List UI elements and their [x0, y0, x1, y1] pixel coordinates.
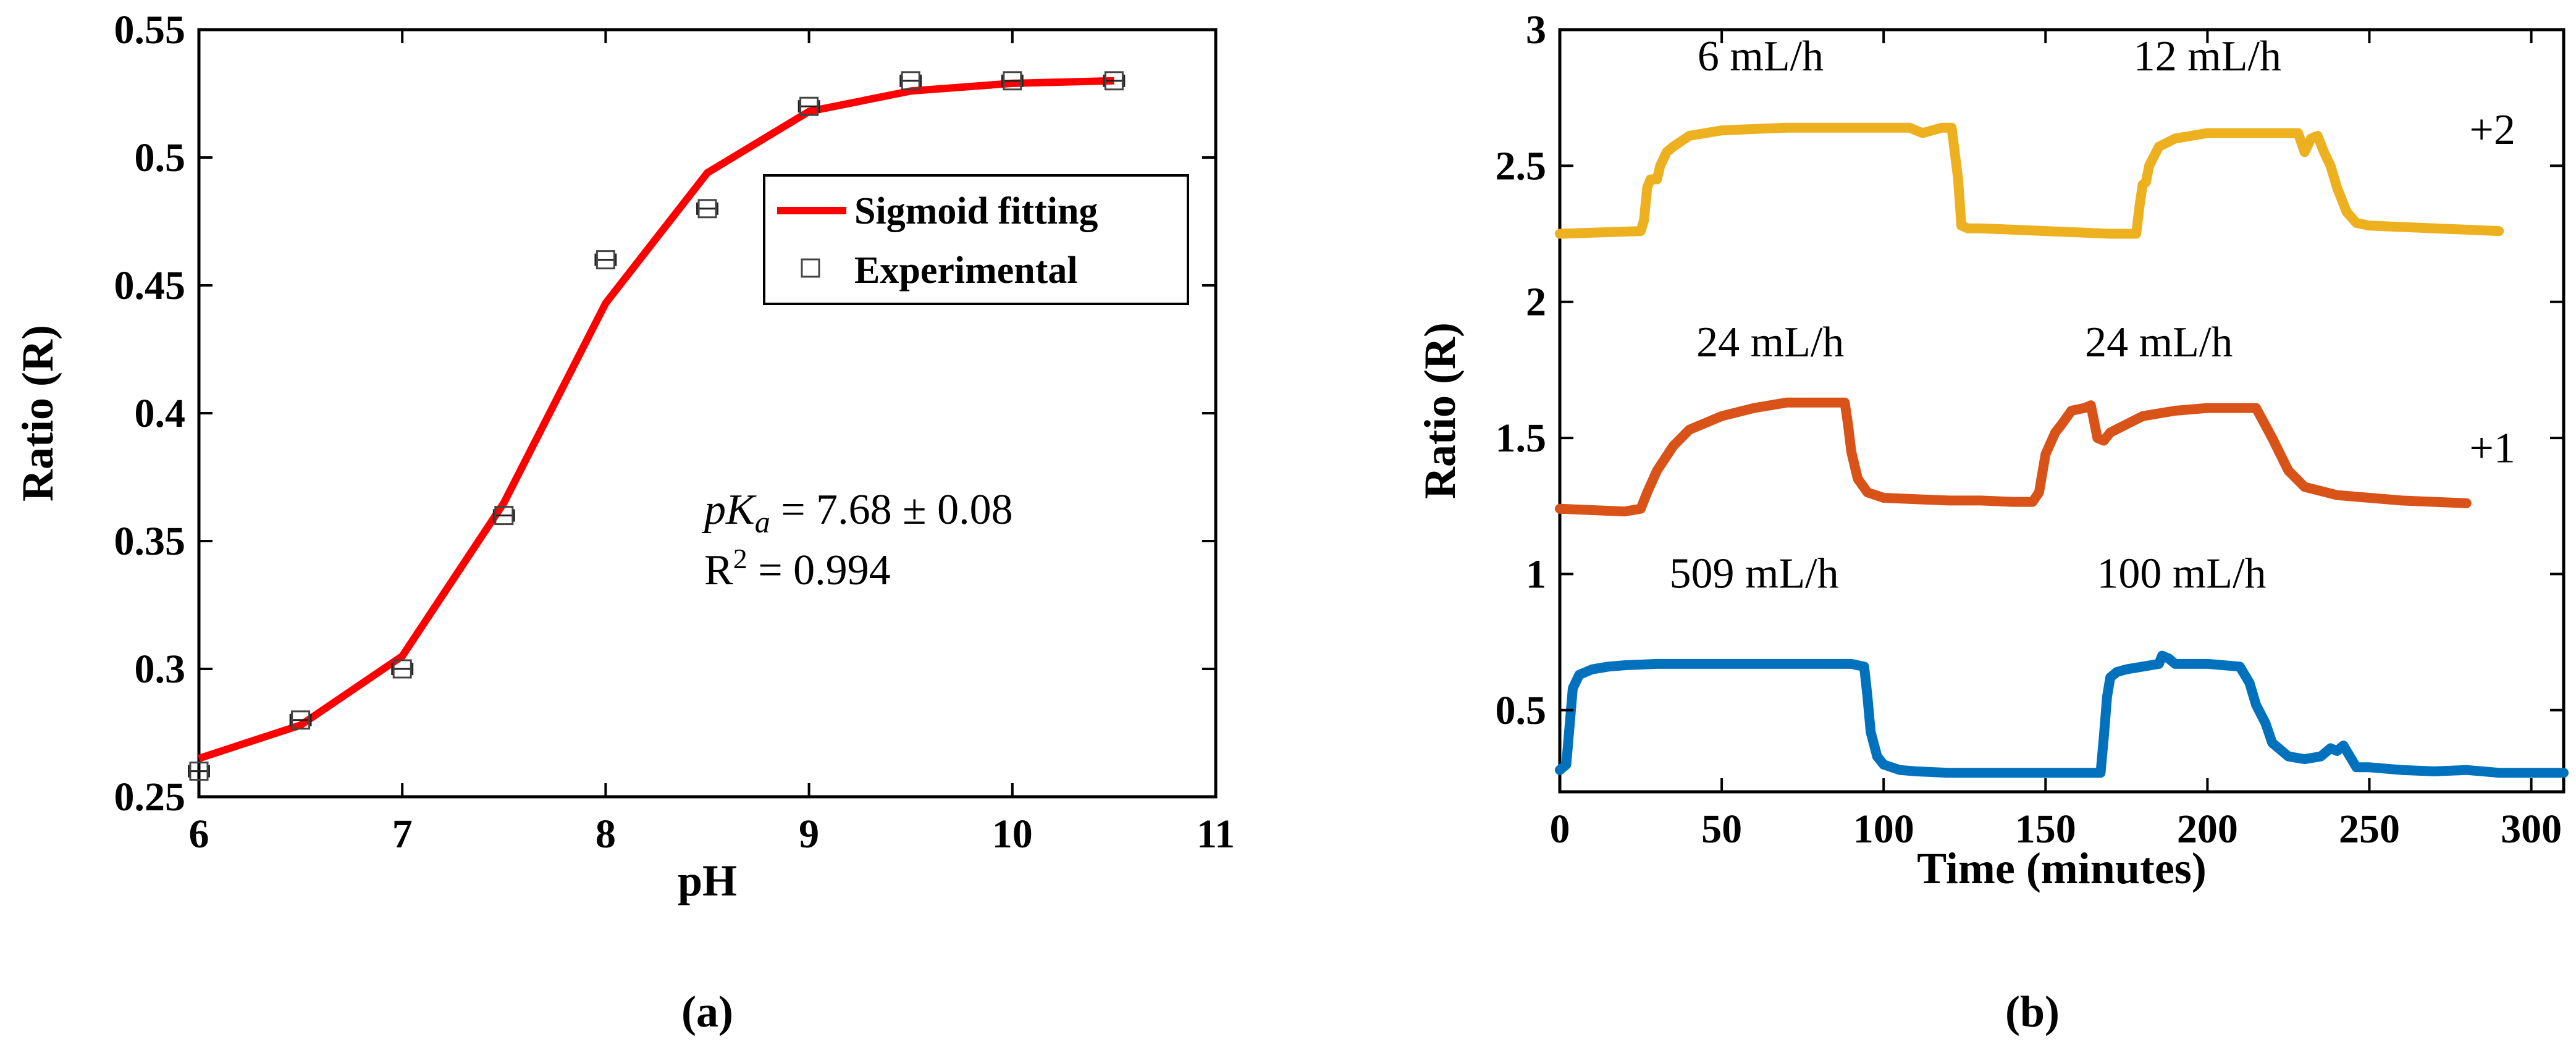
- panel-a-legend: Sigmoid fitting Experimental: [763, 174, 1189, 305]
- x-tick-label: 10: [992, 812, 1033, 857]
- legend-label-sigmoid: Sigmoid fitting: [854, 190, 1098, 232]
- sigmoid-fitting-line: [198, 77, 1114, 762]
- experimental-point: [798, 96, 820, 116]
- y-tick-label: 0.45: [114, 263, 186, 308]
- y-tick-label: 0.5: [1496, 688, 1547, 733]
- pka-subscript: a: [755, 505, 770, 539]
- y-tick-label: 1.5: [1496, 416, 1547, 461]
- experimental-point: [899, 71, 922, 91]
- pka-prefix: pK: [701, 486, 757, 534]
- x-tick-label: 8: [596, 812, 616, 857]
- series-line-plus-2: [1555, 122, 2504, 239]
- y-tick-label: 2: [1526, 280, 1546, 325]
- sigmoid-fitting-layer: [198, 77, 1114, 762]
- flow-rate-label: 12 mL/h: [2134, 33, 2281, 80]
- y-tick-label: 0.5: [135, 135, 186, 180]
- panel-b-x-axis-label: Time (minutes): [1917, 844, 2207, 893]
- panel-a-label: (a): [681, 987, 733, 1036]
- experimental-point: [289, 710, 312, 730]
- panel-b: 0 50 100 150 200 250 300 0.5 1 1.5 2 2.5 3 6 mL/h 12 …: [1415, 7, 2569, 1036]
- x-tick-label: 150: [2015, 807, 2076, 852]
- experimental-points-layer: [188, 71, 1126, 781]
- y-tick-label: 1: [1526, 552, 1546, 597]
- y-tick-label: 0.55: [114, 7, 186, 52]
- x-tick-label: 250: [2339, 807, 2400, 852]
- time-series-layer: [1555, 122, 2569, 778]
- y-tick-label: 0.3: [135, 647, 186, 692]
- offset-label: +1: [2469, 425, 2515, 472]
- x-tick-label: 7: [392, 812, 413, 857]
- experimental-point: [1103, 71, 1126, 91]
- x-tick-label: 6: [189, 812, 209, 857]
- y-tick-label: 0.25: [114, 775, 186, 820]
- x-tick-label: 100: [1853, 807, 1914, 852]
- y-tick-label: 0.35: [114, 519, 186, 564]
- experimental-point: [594, 250, 617, 270]
- x-tick-label: 9: [799, 812, 819, 857]
- experimental-point: [391, 659, 414, 679]
- series-line-base: [1555, 650, 2569, 778]
- panel-a-axes-frame: [197, 28, 1218, 799]
- panel-a-x-axis-label: pH: [678, 856, 737, 905]
- panel-a-ticks: 6 7 8 9 10 11 0.25 0.3 0.35 0.4 0.45 0.5 0.55: [114, 7, 1235, 857]
- experimental-point: [492, 506, 515, 526]
- experimental-point: [1001, 71, 1024, 91]
- legend-box: [763, 174, 1189, 305]
- x-tick-label: 0: [1550, 807, 1570, 852]
- y-tick-label: 2.5: [1496, 143, 1547, 188]
- y-tick-label: 3: [1526, 7, 1546, 52]
- panel-b-label: (b): [2005, 987, 2060, 1036]
- series-line-plus-1: [1555, 397, 2472, 517]
- x-tick-label: 50: [1701, 807, 1742, 852]
- x-tick-label: 300: [2501, 807, 2562, 852]
- x-tick-label: 200: [2177, 807, 2238, 852]
- panel-a: 6 7 8 9 10 11 0.25 0.3 0.35 0.4 0.45 0.5 0.55 pH Rat…: [13, 7, 1235, 1036]
- flow-rate-label: 24 mL/h: [2085, 319, 2233, 366]
- r2-annotation: R2 = 0.994: [704, 543, 891, 594]
- r2-superscript: 2: [733, 543, 747, 574]
- x-tick-label: 11: [1197, 812, 1235, 857]
- flow-rate-annotations: 6 mL/h 12 mL/h +2 24 mL/h 24 mL/h +1 509 mL/h 1…: [1669, 33, 2515, 597]
- y-tick-label: 0.4: [135, 391, 186, 436]
- r2-prefix: R: [704, 547, 733, 594]
- flow-rate-label: 100 mL/h: [2097, 550, 2266, 597]
- experimental-point: [696, 199, 718, 219]
- panel-b-y-axis-label: Ratio (R): [1415, 322, 1465, 499]
- pka-value: = 7.68 ± 0.08: [770, 486, 1013, 534]
- panel-b-ticks: 0 50 100 150 200 250 300 0.5 1 1.5 2 2.5 3: [1496, 7, 2564, 852]
- pka-annotation: pKa = 7.68 ± 0.08: [701, 486, 1013, 539]
- flow-rate-label: 6 mL/h: [1698, 33, 1824, 80]
- flow-rate-label: 24 mL/h: [1696, 319, 1844, 366]
- panel-b-axes-frame: [1558, 28, 2565, 794]
- panel-a-y-axis-label: Ratio (R): [13, 325, 62, 502]
- legend-label-experimental: Experimental: [854, 250, 1078, 292]
- r2-value: = 0.994: [747, 547, 891, 594]
- offset-label: +2: [2469, 106, 2515, 154]
- experimental-point: [188, 762, 210, 781]
- legend-marker-experimental: [801, 258, 820, 278]
- flow-rate-label: 509 mL/h: [1669, 550, 1838, 597]
